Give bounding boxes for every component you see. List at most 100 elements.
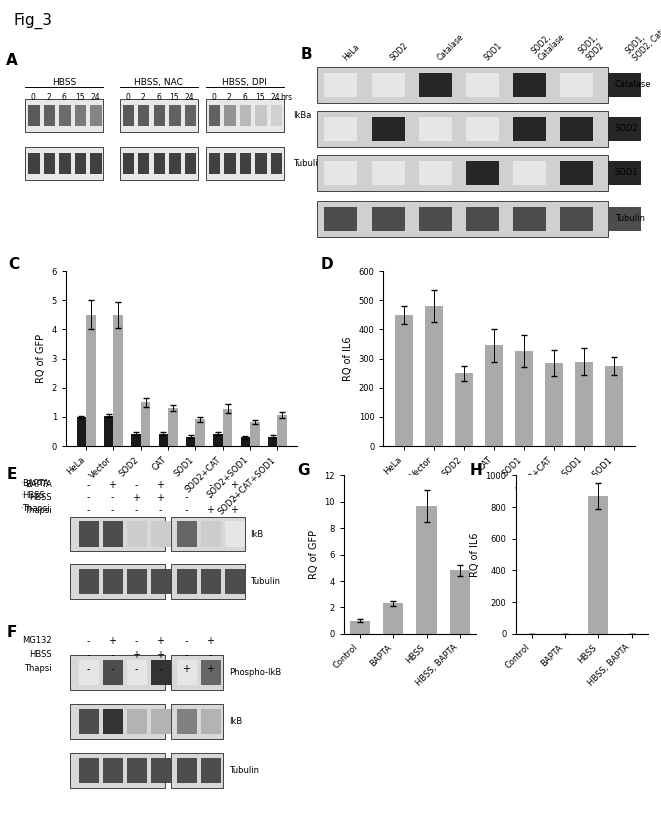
Bar [151,661,171,685]
Bar [177,758,197,782]
Text: HBSS, NAC: HBSS, NAC [134,78,183,87]
Bar [70,516,165,551]
Text: Thapsi: Thapsi [24,505,52,515]
Bar [588,496,608,634]
Text: ·: · [20,505,22,513]
Text: -: - [134,480,138,490]
Bar [224,153,235,174]
Bar [325,207,358,231]
Text: hrs: hrs [280,93,292,102]
Text: -: - [87,664,91,674]
Text: SOD2: SOD2 [615,124,639,133]
Bar [79,758,99,782]
Text: -: - [208,650,212,660]
Bar [169,105,180,126]
Text: +: + [156,493,164,503]
Text: -: - [184,505,188,515]
Bar [103,569,123,594]
Bar [169,153,180,174]
Bar [28,153,40,174]
Bar [127,758,147,782]
Bar [607,207,641,231]
Text: -: - [87,650,91,660]
Bar [79,521,99,547]
Bar [171,704,223,739]
Y-axis label: RQ of IL6: RQ of IL6 [470,532,480,577]
Text: 2: 2 [227,93,231,102]
Text: SOD2: SOD2 [388,42,410,63]
Text: +: + [132,650,140,660]
Bar [268,437,278,446]
Bar [86,315,96,446]
Text: SOD2,
Catalase: SOD2, Catalase [529,25,567,63]
Text: -: - [232,493,236,503]
Bar [561,117,594,141]
Text: MG132: MG132 [22,636,52,646]
Bar [201,521,221,547]
Bar [271,153,282,174]
Bar [77,417,86,446]
Text: -: - [110,664,114,674]
Text: -: - [110,650,114,660]
Text: HBSS: HBSS [52,78,77,87]
Bar [255,153,266,174]
Bar [250,422,260,446]
Bar [513,207,546,231]
Bar [206,147,284,180]
Bar [223,409,232,446]
Text: 15: 15 [75,93,85,102]
Y-axis label: RQ of GFP: RQ of GFP [36,334,46,383]
Bar [395,314,413,446]
Bar [103,521,123,547]
Bar [607,117,641,141]
Bar [225,569,245,594]
Text: -: - [87,636,91,646]
Text: BAPTA: BAPTA [22,479,50,488]
Text: HBSS: HBSS [29,493,52,502]
Bar [70,564,165,599]
Bar [425,306,443,446]
Text: +: + [206,505,214,515]
Bar [127,709,147,734]
Bar [59,153,71,174]
Bar [103,758,123,782]
Bar [325,73,358,97]
Text: +: + [156,650,164,660]
Text: B: B [301,47,313,62]
Text: 24: 24 [185,93,194,102]
Bar [70,704,165,739]
Bar [513,117,546,141]
Bar [177,569,197,594]
Text: +: + [156,480,164,490]
Bar [132,434,141,446]
Text: -: - [87,480,91,490]
Text: -: - [110,493,114,503]
Text: HBSS, DPI: HBSS, DPI [222,78,267,87]
Bar [466,161,499,185]
Bar [103,661,123,685]
Text: Catalase: Catalase [615,80,651,89]
Bar [455,374,473,446]
Bar [186,437,196,446]
Bar [206,99,284,132]
Bar [171,753,223,788]
Bar [371,117,405,141]
Bar [201,709,221,734]
Bar [350,620,369,634]
Y-axis label: RQ of IL6: RQ of IL6 [343,336,353,381]
Bar [317,201,608,237]
Text: 6: 6 [243,93,247,102]
Bar [605,366,623,446]
Text: IkB: IkB [250,530,263,539]
Bar [120,147,198,180]
Bar [184,105,196,126]
Text: Catalase: Catalase [436,33,465,63]
Text: G: G [297,463,310,478]
Bar [419,73,452,97]
Bar [485,345,503,446]
Bar [196,420,205,446]
Legend: Control, HBSS: Control, HBSS [430,275,490,304]
Bar [44,153,55,174]
Text: SOD1,
SOD2: SOD1, SOD2 [577,33,607,63]
Text: SOD1: SOD1 [483,42,504,63]
